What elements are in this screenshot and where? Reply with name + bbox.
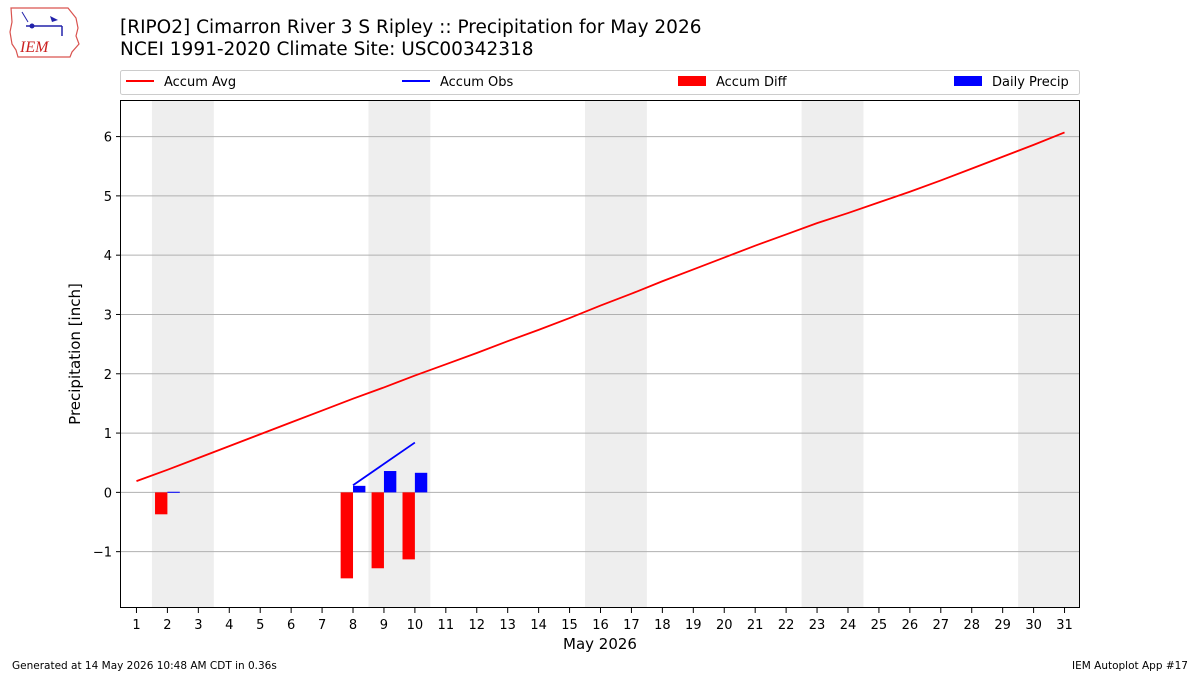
chart-title: [RIPO2] Cimarron River 3 S Ripley :: Pre… xyxy=(120,17,702,61)
y-tick-label: −1 xyxy=(93,546,112,561)
x-tick-label: 7 xyxy=(318,618,326,633)
x-tick-label: 31 xyxy=(1056,618,1073,633)
x-tick-label: 30 xyxy=(1025,618,1042,633)
x-tick-label: 24 xyxy=(840,618,857,633)
weekend-shading xyxy=(151,101,1080,608)
x-tick-label: 1 xyxy=(132,618,140,633)
accum-diff-bar xyxy=(155,492,168,515)
x-axis-label: May 2026 xyxy=(563,635,637,653)
x-tick-label: 14 xyxy=(530,618,547,633)
legend-daily-precip-swatch xyxy=(954,76,982,86)
y-axis-ticks: −1 0 1 2 3 4 5 6 xyxy=(93,131,121,561)
daily-precip-bar xyxy=(353,485,366,493)
x-tick-label: 21 xyxy=(747,618,764,633)
x-tick-label: 4 xyxy=(225,618,233,633)
x-tick-label: 27 xyxy=(933,618,950,633)
x-tick-label: 18 xyxy=(654,618,671,633)
x-tick-label: 25 xyxy=(871,618,888,633)
iem-logo-text: IEM xyxy=(19,39,50,56)
daily-precip-bar xyxy=(383,471,397,493)
y-tick-label: 3 xyxy=(104,308,112,323)
x-tick-label: 29 xyxy=(994,618,1011,633)
plot-frame xyxy=(120,100,1080,608)
x-tick-label: 23 xyxy=(809,618,826,633)
lines xyxy=(136,131,1065,486)
y-tick-label: 4 xyxy=(104,249,112,264)
legend-accum-diff-label: Accum Diff xyxy=(716,75,788,90)
accum-diff-bar xyxy=(371,492,384,569)
x-tick-label: 8 xyxy=(349,618,357,633)
daily-precip-bar xyxy=(167,491,180,493)
x-axis-ticks: 1 2 3 4 5 6 7 8 9 10 11 12 13 14 15 16 17 18 19 20 21 22 23 24 2… xyxy=(132,608,1073,633)
x-tick-label: 9 xyxy=(380,618,388,633)
accum-avg-line xyxy=(136,131,1065,482)
daily-precip-bar xyxy=(414,472,428,493)
legend-accum-obs-label: Accum Obs xyxy=(440,75,513,90)
weekend-shade xyxy=(1018,101,1080,608)
accum-diff-bar xyxy=(402,492,415,560)
legend: Accum Avg Accum Obs Accum Diff Daily Precip xyxy=(120,70,1080,95)
x-tick-label: 22 xyxy=(778,618,795,633)
x-tick-label: 13 xyxy=(499,618,516,633)
x-tick-label: 15 xyxy=(561,618,578,633)
y-tick-label: 1 xyxy=(104,427,112,442)
grid-lines xyxy=(121,136,1080,553)
x-tick-label: 10 xyxy=(407,618,424,633)
legend-accum-avg-label: Accum Avg xyxy=(164,75,236,90)
y-axis-label: Precipitation [inch] xyxy=(66,283,84,425)
x-tick-label: 20 xyxy=(716,618,733,633)
y-tick-label: 2 xyxy=(104,368,112,383)
chart-title-line1: [RIPO2] Cimarron River 3 S Ripley :: Pre… xyxy=(120,17,702,38)
x-tick-label: 19 xyxy=(685,618,702,633)
autoplot-footer: IEM Autoplot App #17 xyxy=(1072,660,1188,672)
x-tick-label: 17 xyxy=(623,618,640,633)
y-tick-label: 6 xyxy=(104,131,112,146)
x-tick-label: 12 xyxy=(468,618,485,633)
bars xyxy=(155,471,428,579)
chart-title-line2: NCEI 1991-2020 Climate Site: USC00342318 xyxy=(120,39,534,60)
accum-obs-line xyxy=(352,441,416,486)
x-tick-label: 26 xyxy=(902,618,919,633)
legend-box xyxy=(120,70,1080,95)
generated-footer: Generated at 14 May 2026 10:48 AM CDT in… xyxy=(12,660,277,672)
legend-accum-diff-swatch xyxy=(678,76,706,86)
x-tick-label: 3 xyxy=(194,618,202,633)
x-tick-label: 2 xyxy=(163,618,171,633)
iem-logo: IEM xyxy=(6,4,82,60)
x-tick-label: 11 xyxy=(438,618,455,633)
y-tick-label: 5 xyxy=(104,190,112,205)
legend-daily-precip-label: Daily Precip xyxy=(992,75,1069,90)
x-tick-label: 6 xyxy=(287,618,295,633)
weekend-shade xyxy=(585,101,647,608)
x-tick-label: 28 xyxy=(963,618,980,633)
x-tick-label: 5 xyxy=(256,618,264,633)
weekend-shade xyxy=(151,101,214,608)
weekend-shade xyxy=(801,101,864,608)
x-tick-label: 16 xyxy=(592,618,609,633)
y-tick-label: 0 xyxy=(104,486,112,501)
accum-diff-bar xyxy=(340,492,354,579)
